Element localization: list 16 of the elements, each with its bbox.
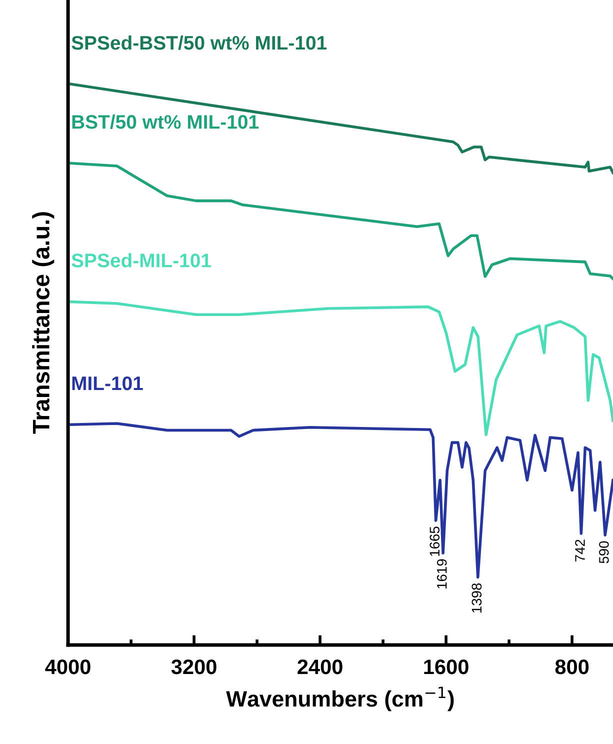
annotation: 742 [575,540,585,562]
x-axis-title: Wavenumbers (cm$^{−1}$) [226,686,454,712]
annotation: 590 [599,541,609,564]
x-tick-label: 4000 [45,659,90,674]
x-tick-label: 2400 [298,659,342,674]
series-label: MIL-101 [72,376,143,390]
annotation: 1665 [430,526,440,556]
x-tick-label: 1600 [424,659,468,674]
series-label: BST/50 wt% MIL-101 [72,114,258,130]
x-tick-label: 800 [555,659,589,674]
series-label: SPSed-MIL-101 [72,253,211,268]
series-label: SPSed-BST/50 wt% MIL-101 [72,35,327,50]
y-axis-title: Transmittance (a.u.) [32,212,54,434]
x-tick-label: 3200 [171,659,216,674]
annotation: 1398 [472,583,482,613]
annotation: 1619 [436,559,447,588]
